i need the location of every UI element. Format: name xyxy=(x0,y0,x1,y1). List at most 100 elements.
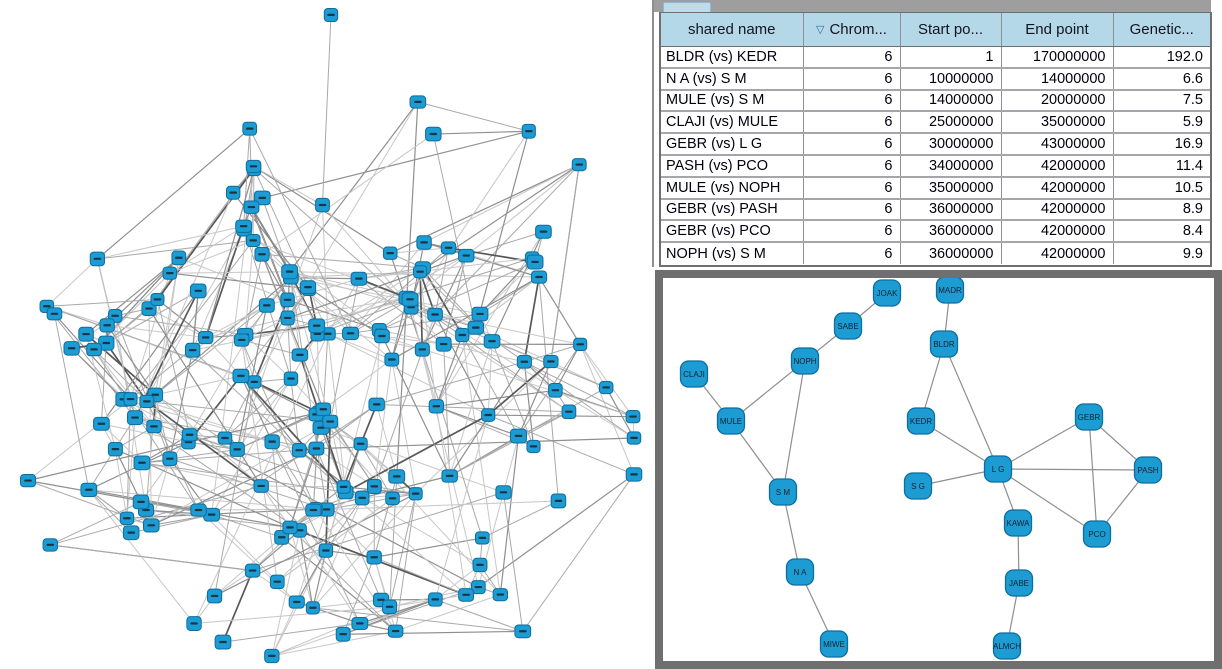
table-scrollbar-track[interactable] xyxy=(1212,0,1222,267)
network-node[interactable] xyxy=(573,337,588,352)
network-node[interactable] xyxy=(253,479,269,493)
table-cell[interactable]: MULE (vs) NOPH xyxy=(661,176,804,200)
table-cell[interactable]: 6 xyxy=(803,242,901,264)
table-cell[interactable]: 36000000 xyxy=(900,198,1002,222)
table-row[interactable]: BLDR (vs) KEDR 6 1 170000000 192.0 xyxy=(661,46,1210,69)
network-node[interactable] xyxy=(269,574,285,590)
table-cell[interactable]: 11.4 xyxy=(1113,154,1210,178)
table-cell[interactable]: MULE (vs) S M xyxy=(661,89,804,113)
table-cell[interactable]: 8.9 xyxy=(1113,198,1210,222)
panel-splitter[interactable] xyxy=(652,0,654,267)
table-cell[interactable]: 6 xyxy=(803,220,901,244)
network-node[interactable] xyxy=(280,310,295,326)
table-row[interactable]: NOPH (vs) S M 6 36000000 42000000 9.9 xyxy=(661,242,1210,264)
network-node[interactable] xyxy=(305,503,322,517)
network-node[interactable] xyxy=(470,580,486,595)
network-node[interactable] xyxy=(455,328,470,343)
network-node-gebr[interactable]: GEBR xyxy=(1074,403,1104,431)
network-node[interactable] xyxy=(308,441,325,456)
network-node[interactable] xyxy=(107,441,123,457)
table-cell[interactable]: 5.9 xyxy=(1113,111,1210,135)
network-node[interactable] xyxy=(425,126,442,142)
network-node[interactable] xyxy=(206,588,223,604)
network-node[interactable] xyxy=(186,616,202,631)
network-node[interactable] xyxy=(387,624,404,638)
network-node[interactable] xyxy=(245,233,261,248)
network-node[interactable] xyxy=(63,341,80,356)
table-cell[interactable]: 16.9 xyxy=(1113,133,1210,156)
network-node[interactable] xyxy=(440,241,457,255)
table-cell[interactable]: 25000000 xyxy=(900,111,1002,135)
network-node[interactable] xyxy=(428,399,444,414)
network-node[interactable] xyxy=(526,254,544,270)
network-node[interactable] xyxy=(171,250,187,266)
network-node-kawa[interactable]: KAWA xyxy=(1003,509,1033,537)
network-node[interactable] xyxy=(495,485,512,500)
network-node[interactable] xyxy=(280,292,295,308)
network-node[interactable] xyxy=(315,402,332,417)
table-cell[interactable]: 6 xyxy=(803,198,901,222)
table-cell[interactable]: 6.6 xyxy=(1113,67,1210,91)
network-node[interactable] xyxy=(382,599,398,615)
network-node[interactable] xyxy=(458,248,475,263)
network-node[interactable] xyxy=(80,482,98,498)
table-cell[interactable]: BLDR (vs) KEDR xyxy=(661,46,804,69)
network-node[interactable] xyxy=(441,469,458,483)
network-node[interactable] xyxy=(481,408,496,422)
network-edge[interactable] xyxy=(1088,416,1098,535)
network-node[interactable] xyxy=(184,342,201,358)
table-row[interactable]: PASH (vs) PCO 6 34000000 42000000 11.4 xyxy=(661,154,1210,178)
network-node[interactable] xyxy=(625,410,641,424)
table-panel-tab[interactable] xyxy=(663,2,711,12)
network-node[interactable] xyxy=(281,264,298,280)
network-node-sabe[interactable]: SABE xyxy=(833,312,863,340)
network-node[interactable] xyxy=(233,333,250,347)
network-node[interactable] xyxy=(353,437,368,451)
table-cell[interactable]: 6 xyxy=(803,176,901,200)
network-node[interactable] xyxy=(323,7,339,23)
table-cell[interactable]: 6 xyxy=(803,111,901,135)
network-node[interactable] xyxy=(467,320,485,335)
network-node[interactable] xyxy=(350,271,368,286)
network-node[interactable] xyxy=(190,503,207,517)
network-node[interactable] xyxy=(472,557,488,573)
network-node[interactable] xyxy=(471,306,489,322)
network-node[interactable] xyxy=(78,326,94,342)
column-header-start-po[interactable]: Start po... xyxy=(900,13,1002,47)
network-node[interactable] xyxy=(291,443,307,458)
network-node[interactable] xyxy=(458,588,475,602)
network-node[interactable] xyxy=(46,307,63,321)
network-node[interactable] xyxy=(119,511,135,526)
network-node[interactable] xyxy=(308,318,326,334)
network-node[interactable] xyxy=(181,428,198,442)
network-node[interactable] xyxy=(366,550,382,565)
table-cell[interactable]: 14000000 xyxy=(1001,67,1114,91)
table-cell[interactable]: GEBR (vs) PCO xyxy=(661,220,804,244)
network-node[interactable] xyxy=(146,419,162,434)
network-node[interactable] xyxy=(428,592,443,607)
network-node-claji[interactable]: CLAJI xyxy=(679,360,709,388)
network-node[interactable] xyxy=(315,197,330,213)
table-row[interactable]: GEBR (vs) PCO 6 36000000 42000000 8.4 xyxy=(661,220,1210,244)
network-node[interactable] xyxy=(318,543,334,558)
table-cell[interactable]: 42000000 xyxy=(1001,154,1114,178)
network-node[interactable] xyxy=(374,328,390,344)
column-header-chrom[interactable]: ▽ Chrom... xyxy=(803,13,901,47)
network-node[interactable] xyxy=(626,431,642,445)
network-node-bldr[interactable]: BLDR xyxy=(929,330,959,358)
network-node[interactable] xyxy=(526,439,541,454)
network-node[interactable] xyxy=(288,595,305,609)
network-node[interactable] xyxy=(86,342,102,357)
filter-icon[interactable]: ▽ xyxy=(816,23,825,36)
network-node[interactable] xyxy=(142,518,160,533)
network-node[interactable] xyxy=(543,355,559,369)
network-node[interactable] xyxy=(132,494,150,510)
network-node[interactable] xyxy=(408,487,423,501)
network-edge[interactable] xyxy=(997,468,1149,471)
table-cell[interactable]: 192.0 xyxy=(1113,46,1210,69)
network-node[interactable] xyxy=(351,616,369,630)
network-node[interactable] xyxy=(550,493,567,509)
network-node-pco[interactable]: PCO xyxy=(1082,520,1112,548)
network-node[interactable] xyxy=(254,246,270,262)
table-row[interactable]: CLAJI (vs) MULE 6 25000000 35000000 5.9 xyxy=(661,111,1210,135)
